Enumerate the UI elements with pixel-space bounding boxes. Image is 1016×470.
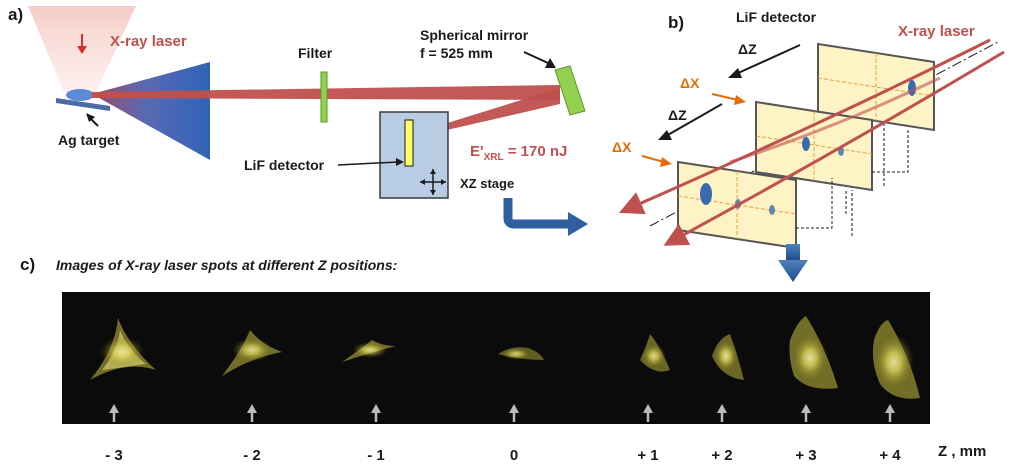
filter xyxy=(320,71,328,123)
delta-x-arrow-2-icon xyxy=(641,155,672,167)
lif-detector-label-a: LiF detector xyxy=(244,157,325,173)
xray-beam-b-2 xyxy=(663,50,1005,246)
lif-detector-label-b: LiF detector xyxy=(736,9,817,25)
delta-z-arrow-2-icon xyxy=(658,103,723,140)
mirror-label-2: f = 525 mm xyxy=(420,45,493,61)
position-label: + 2 xyxy=(711,447,732,464)
focused-beam xyxy=(412,88,560,138)
delta-x-label-2: ΔX xyxy=(612,139,632,155)
filter-label: Filter xyxy=(298,45,333,61)
position-label: - 2 xyxy=(243,447,261,464)
panel-c-caption: Images of X-ray laser spots at different… xyxy=(56,257,397,273)
spot-z-minus-2 xyxy=(222,330,282,376)
transition-arrow-icon xyxy=(503,198,588,236)
panel-c-label: c) xyxy=(20,255,35,274)
delta-z-label-2: ΔZ xyxy=(668,107,687,123)
optical-axis xyxy=(649,41,999,227)
detector-plate-2 xyxy=(755,100,873,192)
plasma-spot xyxy=(66,89,94,101)
delta-x-label-1: ΔX xyxy=(680,75,700,91)
xray-beam-b-1 xyxy=(619,38,991,215)
xz-stage xyxy=(379,111,449,199)
spot-z-minus-1 xyxy=(342,340,396,362)
spot-images xyxy=(90,316,920,399)
delta-z-arrow-1-icon xyxy=(728,44,801,78)
stage-move-icon xyxy=(420,169,446,195)
panel-a: a) X-ray laser Ag target Filter Spherica… xyxy=(8,5,588,236)
delta-x-arrow-1-icon xyxy=(711,93,746,105)
spot-z-plus-4 xyxy=(872,320,920,399)
mirror-pointer-icon xyxy=(523,51,556,68)
position-arrow-icon xyxy=(247,404,257,422)
position-label: + 1 xyxy=(637,447,658,464)
position-arrow-icon xyxy=(801,404,811,422)
spot-image-strip xyxy=(62,292,930,424)
spot-z-plus-1 xyxy=(640,334,670,372)
panel-a-label: a) xyxy=(8,5,23,24)
position-label: + 3 xyxy=(795,447,816,464)
down-arrow-icon xyxy=(778,244,808,282)
lif-detector xyxy=(404,119,414,167)
xray-laser-label-a: X-ray laser xyxy=(110,33,187,50)
panel-c: c) Images of X-ray laser spots at differ… xyxy=(20,255,986,464)
position-arrow-icon xyxy=(717,404,727,422)
spot-z-plus-3 xyxy=(789,316,838,389)
spot-z-plus-2 xyxy=(712,334,744,380)
spot-z-minus-3 xyxy=(90,318,156,380)
detector-pointer-icon xyxy=(337,158,404,166)
position-label: + 4 xyxy=(879,447,901,464)
mirror-label-1: Spherical mirror xyxy=(420,27,529,43)
position-arrow-icon xyxy=(109,404,119,422)
spot-z-0 xyxy=(498,347,544,360)
xray-cone xyxy=(92,62,210,160)
position-markers: - 3 - 2 - 1 0 + 1 + 2 + 3 + 4 xyxy=(105,404,901,464)
position-arrow-icon xyxy=(643,404,653,422)
xz-stage-label: XZ stage xyxy=(460,176,514,191)
position-arrow-icon xyxy=(509,404,519,422)
z-axis-label: Z , mm xyxy=(938,443,986,460)
position-arrow-icon xyxy=(371,404,381,422)
spherical-mirror xyxy=(554,65,586,116)
delta-z-label-1: ΔZ xyxy=(738,41,757,57)
ag-target-label: Ag target xyxy=(58,132,120,148)
position-label: - 3 xyxy=(105,447,123,464)
pump-arrow-icon xyxy=(77,34,87,54)
position-arrow-icon xyxy=(885,404,895,422)
xray-laser-label-b: X-ray laser xyxy=(898,23,975,40)
position-label: - 1 xyxy=(367,447,385,464)
position-label: 0 xyxy=(510,447,518,464)
ag-target xyxy=(56,98,110,111)
panel-b: b) LiF detector X-ray laser xyxy=(612,9,1005,282)
panel-b-label: b) xyxy=(668,13,684,32)
energy-label: E'XRL = 170 nJ xyxy=(470,143,567,163)
projection-lines xyxy=(796,124,909,236)
